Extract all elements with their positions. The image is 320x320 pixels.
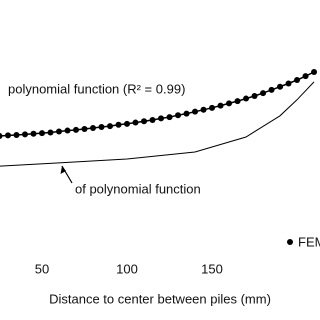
data-point [200,106,207,113]
annotation: of polynomial function [75,181,201,196]
data-point [56,128,63,135]
data-point [285,80,292,87]
data-point [13,132,20,139]
data-point [73,126,80,133]
data-point [141,118,148,125]
data-point [260,90,267,97]
data-point [302,73,309,80]
data-point [0,133,3,139]
legend-marker [287,239,293,245]
data-point [217,102,224,109]
x-tick-label: 100 [116,261,138,276]
data-point [81,125,88,132]
data-point [294,77,301,83]
data-point [209,104,216,111]
arrow-head [60,166,66,174]
data-point [21,131,28,138]
data-point [4,132,11,139]
data-point [277,83,284,90]
data-point [226,100,233,107]
data-point [149,117,156,123]
legend-label: FEM [298,234,320,249]
line [0,81,315,167]
data-point [98,124,105,131]
data-point [183,110,190,117]
data-point [30,130,37,137]
x-axis-label: Distance to center between piles (mm) [49,291,271,306]
data-point [47,129,54,136]
data-point [115,121,122,128]
data-point [166,114,173,121]
data-point [311,69,318,75]
data-point [251,93,258,99]
data-point [268,86,275,93]
data-point [234,98,241,105]
annotation: polynomial function (R² = 0.99) [8,81,185,96]
data-point [158,115,165,122]
data-point [192,108,199,115]
data-point [175,112,182,119]
x-tick-label: 50 [35,261,49,276]
data-point [64,127,71,134]
x-tick-label: 150 [201,261,223,276]
data-point [90,125,97,131]
data-point [132,119,139,126]
data-point [243,95,250,102]
data-point [107,123,114,130]
data-point [124,120,131,127]
data-point [38,130,45,137]
